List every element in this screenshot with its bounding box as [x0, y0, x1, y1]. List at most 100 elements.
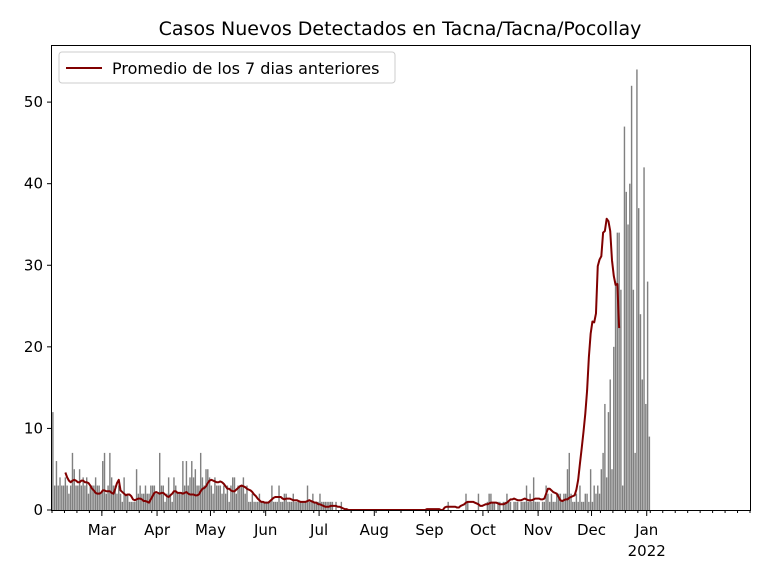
bar [554, 501, 556, 510]
bar [232, 477, 234, 510]
x-tick-label: Apr [144, 521, 171, 539]
bar [167, 477, 170, 510]
bar [233, 477, 236, 510]
bar [87, 493, 90, 510]
bar [616, 232, 619, 510]
bar [579, 485, 581, 510]
bar [641, 379, 643, 510]
bar [317, 501, 319, 510]
y-tick-label: 40 [24, 175, 43, 193]
bar [607, 412, 610, 510]
bar [575, 493, 578, 510]
bar [187, 485, 189, 510]
bar [75, 485, 77, 510]
x-tick-label: Jan [634, 521, 658, 539]
bar [573, 501, 576, 510]
bar [214, 477, 216, 510]
bar [69, 485, 72, 510]
bar [125, 493, 127, 510]
bar [205, 469, 207, 510]
bar [522, 501, 524, 510]
bar [219, 485, 221, 510]
x-tick-label: Dec [577, 521, 606, 539]
bar [141, 493, 143, 510]
bar [210, 485, 213, 510]
x-tick-label: Oct [470, 521, 496, 539]
bar [600, 469, 603, 510]
bar [105, 493, 108, 510]
plot-frame [51, 45, 751, 511]
bar [570, 493, 572, 510]
bar [509, 501, 512, 510]
bar [285, 493, 287, 510]
bar [207, 469, 209, 510]
bar [221, 493, 223, 510]
bar [280, 501, 282, 510]
bar [242, 477, 245, 510]
bar [568, 452, 570, 510]
bar [611, 469, 613, 510]
bar [100, 493, 102, 510]
bar [224, 493, 227, 510]
y-tick-label: 10 [24, 419, 43, 437]
bar [536, 501, 538, 510]
bar [91, 485, 93, 510]
bar [477, 493, 480, 510]
bar [290, 501, 293, 510]
bar [130, 501, 132, 510]
bar [499, 501, 501, 510]
bar [176, 493, 179, 510]
bar [630, 85, 633, 510]
bar [102, 461, 104, 510]
bar [64, 477, 67, 510]
bar [621, 485, 624, 510]
bar [543, 501, 546, 510]
bar [251, 493, 254, 510]
bar [627, 224, 629, 510]
bar [502, 501, 505, 510]
bar [260, 501, 262, 510]
bar [638, 208, 640, 510]
moving-average-layer [64, 217, 621, 511]
bar [613, 346, 615, 510]
bar [112, 485, 115, 510]
bar [524, 501, 526, 510]
bar [191, 461, 193, 510]
bar [508, 501, 510, 510]
bar [68, 493, 70, 510]
bar [545, 485, 547, 510]
bar [294, 501, 296, 510]
legend-box [58, 51, 396, 84]
bar [215, 485, 218, 510]
bar [591, 501, 594, 510]
bar [497, 501, 499, 510]
bar [272, 501, 275, 510]
bar [265, 501, 268, 510]
bar [175, 485, 177, 510]
bar [153, 485, 156, 510]
x-tick-label: Jun [253, 521, 277, 539]
bar [310, 501, 312, 510]
bar [538, 501, 540, 510]
bar [541, 501, 544, 510]
bar [308, 501, 311, 510]
bar [118, 485, 120, 510]
bar [52, 412, 54, 510]
y-tick-label: 20 [24, 338, 43, 356]
bar [648, 436, 651, 510]
bar [548, 501, 551, 510]
bar [208, 477, 211, 510]
bar [269, 501, 271, 510]
bar [632, 289, 635, 510]
bar [228, 501, 230, 510]
bar [301, 501, 303, 510]
bar [586, 493, 588, 510]
bar [55, 461, 58, 510]
bar [595, 493, 597, 510]
legend: Promedio de los 7 dias anteriores [58, 51, 396, 84]
bar [155, 493, 157, 510]
bar [230, 485, 232, 510]
bar [256, 501, 259, 510]
bar [116, 493, 118, 510]
bar [183, 485, 186, 510]
